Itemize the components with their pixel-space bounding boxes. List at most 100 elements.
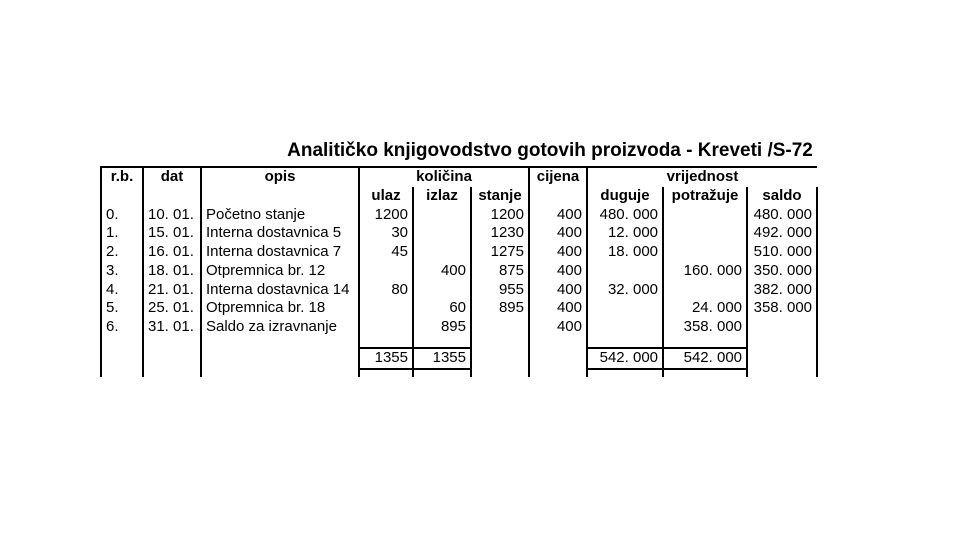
cell-izlaz: 895 (413, 318, 471, 337)
cell-stanje: 895 (471, 299, 529, 318)
table-row: 2.16. 01.Interna dostavnica 745 127540018… (101, 243, 817, 262)
cell-dat: 18. 01. (143, 262, 201, 281)
hdr-saldo: saldo (747, 187, 817, 206)
cell-duguje: 18. 000 (587, 243, 663, 262)
hdr-opis: opis (201, 167, 359, 187)
hdr-stanje: stanje (471, 187, 529, 206)
cell-stanje (471, 318, 529, 337)
cell-stanje: 875 (471, 262, 529, 281)
cell-izlaz: 400 (413, 262, 471, 281)
cell-saldo: 350. 000 (747, 262, 817, 281)
cell-potrazuje (663, 281, 747, 300)
hdr-izlaz: izlaz (413, 187, 471, 206)
cell-ulaz (359, 262, 413, 281)
total-izlaz: 1355 (413, 348, 471, 369)
cell-rb: 6. (101, 318, 143, 337)
cell-cijena: 400 (529, 318, 587, 337)
total-ulaz: 1355 (359, 348, 413, 369)
hdr-duguje: duguje (587, 187, 663, 206)
cell-izlaz: 60 (413, 299, 471, 318)
table-row: 1.15. 01.Interna dostavnica 530 123040012… (101, 224, 817, 243)
table-row: 0.10. 01.Početno stanje12001200400480. 0… (101, 206, 817, 225)
cell-opis: Početno stanje (201, 206, 359, 225)
hdr-dat: dat (143, 167, 201, 187)
ledger-table: r.b. dat opis količina cijena vrijednost… (100, 166, 818, 377)
cell-potrazuje: 160. 000 (663, 262, 747, 281)
cell-saldo: 480. 000 (747, 206, 817, 225)
cell-opis: Otpremnica br. 18 (201, 299, 359, 318)
cell-cijena: 400 (529, 299, 587, 318)
cell-stanje: 1275 (471, 243, 529, 262)
cell-potrazuje (663, 224, 747, 243)
cell-izlaz (413, 281, 471, 300)
hdr-cijena: cijena (529, 167, 587, 187)
hdr-ulaz: ulaz (359, 187, 413, 206)
table-row: 5.25. 01.Otpremnica br. 18 60895400 24. 00… (101, 299, 817, 318)
hdr-potrazuje: potražuje (663, 187, 747, 206)
cell-cijena: 400 (529, 206, 587, 225)
cell-rb: 1. (101, 224, 143, 243)
totals-row: 1355 1355 542. 000 542. 000 (101, 348, 817, 369)
cell-duguje (587, 318, 663, 337)
cell-opis: Saldo za izravnanje (201, 318, 359, 337)
total-duguje: 542. 000 (587, 348, 663, 369)
cell-rb: 2. (101, 243, 143, 262)
spacer-row (101, 337, 817, 348)
cell-rb: 3. (101, 262, 143, 281)
cell-cijena: 400 (529, 281, 587, 300)
cell-izlaz (413, 206, 471, 225)
cell-potrazuje (663, 206, 747, 225)
cell-duguje (587, 262, 663, 281)
cell-saldo: 358. 000 (747, 299, 817, 318)
cell-rb: 0. (101, 206, 143, 225)
cell-ulaz (359, 318, 413, 337)
cell-potrazuje: 24. 000 (663, 299, 747, 318)
cell-duguje: 480. 000 (587, 206, 663, 225)
cell-saldo (747, 318, 817, 337)
cell-rb: 5. (101, 299, 143, 318)
cell-opis: Interna dostavnica 14 (201, 281, 359, 300)
cell-saldo: 382. 000 (747, 281, 817, 300)
cell-opis: Interna dostavnica 7 (201, 243, 359, 262)
table-row: 6.31. 01.Saldo za izravnanje 895 400 358. 0… (101, 318, 817, 337)
cell-ulaz: 1200 (359, 206, 413, 225)
cell-rb: 4. (101, 281, 143, 300)
cell-duguje (587, 299, 663, 318)
cell-saldo: 492. 000 (747, 224, 817, 243)
hdr-kolicina: količina (359, 167, 529, 187)
cell-izlaz (413, 243, 471, 262)
hdr-vrijednost: vrijednost (587, 167, 817, 187)
cell-dat: 21. 01. (143, 281, 201, 300)
cell-dat: 31. 01. (143, 318, 201, 337)
table-row: 3.18. 01.Otpremnica br. 12400875400160. … (101, 262, 817, 281)
cell-duguje: 12. 000 (587, 224, 663, 243)
header-row-1: r.b. dat opis količina cijena vrijednost (101, 167, 817, 187)
cell-ulaz: 80 (359, 281, 413, 300)
cell-dat: 15. 01. (143, 224, 201, 243)
cell-ulaz: 30 (359, 224, 413, 243)
cell-potrazuje: 358. 000 (663, 318, 747, 337)
table-row: 4.21. 01.Interna dostavnica 1480 95540032… (101, 281, 817, 300)
cell-cijena: 400 (529, 224, 587, 243)
cell-opis: Interna dostavnica 5 (201, 224, 359, 243)
cell-stanje: 1200 (471, 206, 529, 225)
ledger-document: Analitičko knjigovodstvo gotovih proizvo… (0, 0, 960, 377)
cell-potrazuje (663, 243, 747, 262)
cell-opis: Otpremnica br. 12 (201, 262, 359, 281)
cell-dat: 25. 01. (143, 299, 201, 318)
closing-row (101, 369, 817, 377)
page-title: Analitičko knjigovodstvo gotovih proizvo… (240, 140, 860, 162)
cell-izlaz (413, 224, 471, 243)
cell-dat: 10. 01. (143, 206, 201, 225)
cell-stanje: 1230 (471, 224, 529, 243)
total-potrazuje: 542. 000 (663, 348, 747, 369)
header-row-2: ulaz izlaz stanje duguje potražuje saldo (101, 187, 817, 206)
cell-ulaz (359, 299, 413, 318)
cell-duguje: 32. 000 (587, 281, 663, 300)
hdr-rb: r.b. (101, 167, 143, 187)
cell-ulaz: 45 (359, 243, 413, 262)
cell-saldo: 510. 000 (747, 243, 817, 262)
cell-dat: 16. 01. (143, 243, 201, 262)
cell-cijena: 400 (529, 243, 587, 262)
cell-stanje: 955 (471, 281, 529, 300)
